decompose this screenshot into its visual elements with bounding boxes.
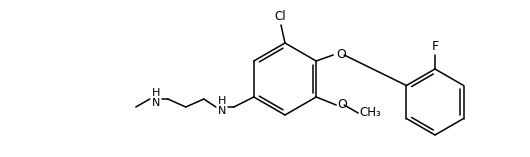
Text: O: O xyxy=(337,98,347,111)
Text: CH₃: CH₃ xyxy=(359,106,381,119)
Text: H
N: H N xyxy=(218,96,226,116)
Text: O: O xyxy=(336,49,346,62)
Text: H
N: H N xyxy=(152,88,160,108)
Text: Cl: Cl xyxy=(274,10,286,23)
Text: F: F xyxy=(431,40,438,53)
